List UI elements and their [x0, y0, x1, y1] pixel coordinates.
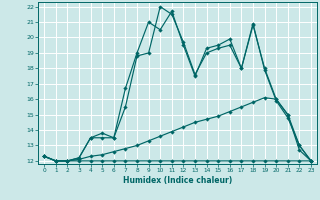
X-axis label: Humidex (Indice chaleur): Humidex (Indice chaleur)	[123, 176, 232, 185]
